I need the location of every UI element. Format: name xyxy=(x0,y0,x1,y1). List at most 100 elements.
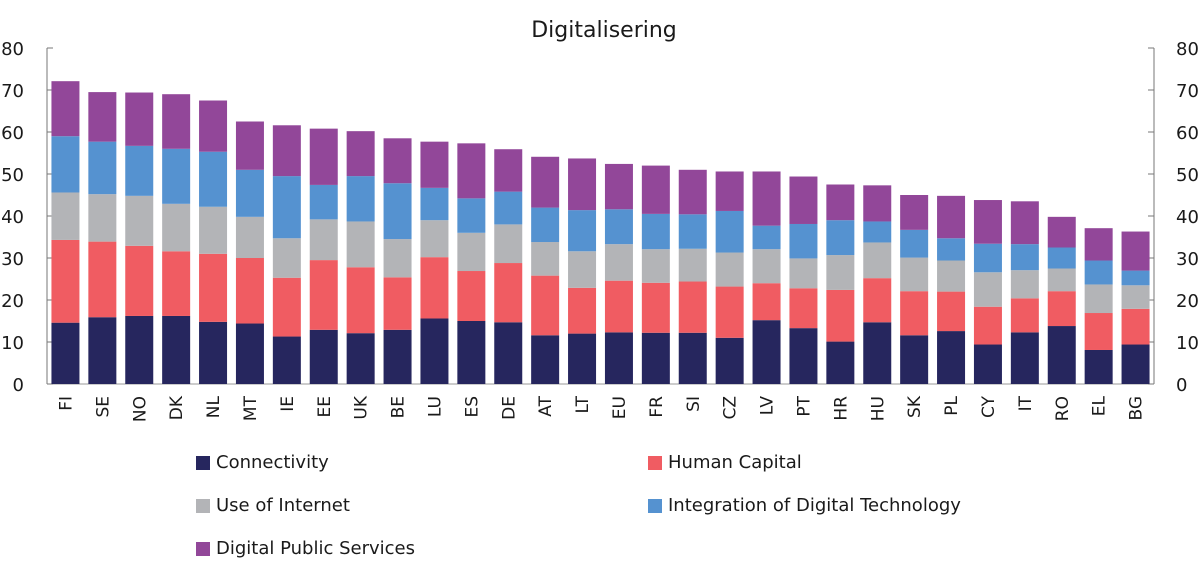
x-tick-label: IT xyxy=(1016,395,1036,411)
bar-segment-human-capital xyxy=(1121,308,1150,345)
x-tick-label: DE xyxy=(499,396,519,420)
bar-segment-connectivity xyxy=(1121,344,1150,384)
bar-stack-ee xyxy=(309,128,338,384)
bar-segment-integration-of-digital-technology xyxy=(604,209,633,245)
bar-segment-digital-public-services xyxy=(789,176,818,224)
x-tick-label: HR xyxy=(831,396,851,421)
bar-segment-human-capital xyxy=(826,289,855,342)
bar-segment-connectivity xyxy=(863,322,892,384)
bar-segment-integration-of-digital-technology xyxy=(420,187,449,221)
bar-segment-use-of-internet xyxy=(199,206,228,254)
x-tick-label: LU xyxy=(425,396,445,417)
bar-stack-it xyxy=(1010,201,1039,384)
legend-label: Digital Public Services xyxy=(216,538,415,559)
bar-segment-human-capital xyxy=(125,245,154,316)
bar-segment-digital-public-services xyxy=(346,131,375,177)
bar-segment-digital-public-services xyxy=(199,100,228,152)
bar-segment-human-capital xyxy=(973,306,1002,345)
bar-stack-de xyxy=(494,149,523,384)
x-tick-label: DK xyxy=(167,395,187,420)
y-tick-label-left: 50 xyxy=(1,165,24,186)
bar-segment-use-of-internet xyxy=(789,258,818,289)
bar-segment-digital-public-services xyxy=(125,92,154,146)
bar-segment-connectivity xyxy=(715,337,744,384)
bar-segment-digital-public-services xyxy=(383,138,412,184)
bar-segment-integration-of-digital-technology xyxy=(641,213,670,250)
bar-segment-use-of-internet xyxy=(531,242,560,276)
bar-segment-use-of-internet xyxy=(309,219,338,261)
bar-stack-uk xyxy=(346,131,375,384)
bar-stack-hu xyxy=(863,185,892,384)
bar-segment-integration-of-digital-technology xyxy=(752,225,781,250)
bar-segment-use-of-internet xyxy=(604,244,633,281)
bar-segment-integration-of-digital-technology xyxy=(863,221,892,243)
bar-segment-human-capital xyxy=(937,291,966,332)
bar-segment-integration-of-digital-technology xyxy=(937,238,966,261)
bar-segment-digital-public-services xyxy=(678,169,707,215)
bar-segment-use-of-internet xyxy=(1121,285,1150,309)
y-tick-label-right: 60 xyxy=(1176,123,1199,144)
bar-segment-connectivity xyxy=(752,320,781,384)
bar-segment-integration-of-digital-technology xyxy=(457,198,486,233)
bar-segment-digital-public-services xyxy=(51,81,80,137)
legend-item-use-of-internet: Use of Internet xyxy=(196,495,350,516)
bar-stack-si xyxy=(678,169,707,384)
bar-stack-fi xyxy=(51,81,80,384)
bar-segment-digital-public-services xyxy=(1010,201,1039,245)
bar-segment-connectivity xyxy=(678,332,707,384)
bar-segment-integration-of-digital-technology xyxy=(125,145,154,196)
bar-segment-use-of-internet xyxy=(678,248,707,282)
y-tick-label-right: 20 xyxy=(1176,291,1199,312)
bar-segment-connectivity xyxy=(1010,332,1039,384)
y-tick-label-right: 50 xyxy=(1176,165,1199,186)
bar-stack-lt xyxy=(568,158,597,384)
bar-stack-cz xyxy=(715,171,744,384)
bar-segment-connectivity xyxy=(235,323,264,384)
bar-segment-connectivity xyxy=(420,318,449,384)
bar-stack-ie xyxy=(272,125,301,384)
bar-segment-connectivity xyxy=(457,321,486,384)
bar-stack-be xyxy=(383,138,412,384)
legend-swatch-use-of-internet xyxy=(196,498,210,513)
bar-segment-digital-public-services xyxy=(568,158,597,211)
bar-segment-use-of-internet xyxy=(863,242,892,279)
bar-stack-no xyxy=(125,92,154,384)
bar-segment-human-capital xyxy=(383,277,412,330)
bar-segment-connectivity xyxy=(826,341,855,384)
bar-segment-connectivity xyxy=(568,333,597,384)
bar-stack-at xyxy=(531,156,560,384)
bar-segment-integration-of-digital-technology xyxy=(162,148,191,204)
bar-stack-eu xyxy=(604,163,633,384)
bars xyxy=(51,81,1150,384)
bar-segment-use-of-internet xyxy=(494,224,523,264)
bar-segment-integration-of-digital-technology xyxy=(715,210,744,253)
y-tick-label-left: 30 xyxy=(1,249,24,270)
bar-segment-digital-public-services xyxy=(1084,228,1113,261)
bar-segment-digital-public-services xyxy=(973,200,1002,244)
bar-segment-use-of-internet xyxy=(568,251,597,288)
legend-swatch-human-capital xyxy=(648,455,662,470)
bar-segment-use-of-internet xyxy=(973,272,1002,307)
bar-segment-integration-of-digital-technology xyxy=(568,210,597,252)
bar-segment-human-capital xyxy=(199,253,228,322)
bar-segment-human-capital xyxy=(641,282,670,333)
y-tick-label-left: 40 xyxy=(1,207,24,228)
x-tick-label: EU xyxy=(610,396,630,419)
x-tick-label: IE xyxy=(278,396,298,412)
bar-segment-connectivity xyxy=(125,315,154,384)
legend-label: Human Capital xyxy=(668,452,802,473)
bar-segment-integration-of-digital-technology xyxy=(88,141,117,195)
bar-stack-pt xyxy=(789,176,818,384)
bar-segment-human-capital xyxy=(568,287,597,334)
bar-segment-use-of-internet xyxy=(937,260,966,292)
bar-segment-integration-of-digital-technology xyxy=(1121,270,1150,286)
bar-segment-integration-of-digital-technology xyxy=(199,151,228,207)
y-tick-label-left: 0 xyxy=(13,375,24,396)
bar-segment-connectivity xyxy=(641,332,670,384)
y-tick-label-left: 80 xyxy=(1,39,24,60)
bar-segment-digital-public-services xyxy=(1047,216,1076,248)
bar-segment-digital-public-services xyxy=(900,195,929,230)
bar-segment-human-capital xyxy=(715,286,744,338)
bar-segment-connectivity xyxy=(937,331,966,384)
